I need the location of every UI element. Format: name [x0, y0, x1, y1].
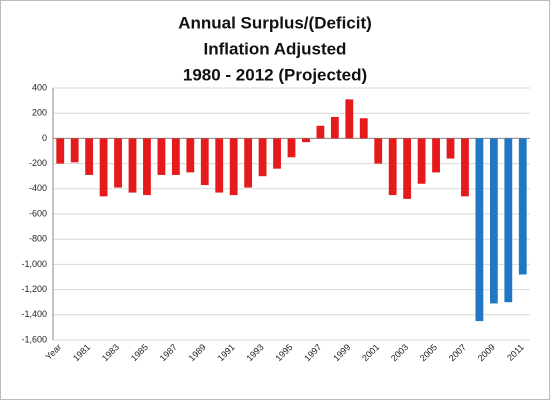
bar	[374, 138, 383, 164]
bar	[417, 138, 426, 184]
chart-title: Inflation Adjusted	[204, 39, 347, 58]
bar	[143, 138, 151, 196]
bar	[359, 118, 368, 139]
bar	[200, 138, 209, 186]
chart-title: 1980 - 2012 (Projected)	[183, 65, 367, 84]
bar	[504, 138, 513, 303]
y-tick-label: -200	[29, 158, 47, 168]
bar	[229, 138, 238, 196]
bar	[403, 138, 412, 199]
bar	[171, 138, 180, 175]
y-tick-label: 0	[42, 133, 47, 143]
bar	[114, 138, 122, 188]
bar	[56, 138, 65, 164]
bar	[489, 138, 498, 304]
bar	[85, 138, 94, 175]
bar	[302, 138, 310, 143]
y-tick-label: -1,000	[21, 259, 47, 269]
bar	[258, 138, 267, 177]
bar	[273, 138, 281, 169]
y-tick-label: 400	[32, 82, 47, 92]
bar	[475, 138, 484, 322]
bar	[186, 138, 195, 173]
bar	[330, 116, 339, 139]
y-tick-label: 200	[32, 108, 47, 118]
y-tick-label: -1,200	[21, 284, 47, 294]
bar	[287, 138, 296, 158]
bar	[316, 125, 325, 139]
bar	[518, 138, 527, 275]
y-tick-label: -1,400	[21, 309, 47, 319]
y-tick-label: -1,600	[21, 334, 47, 344]
chart-title: Annual Surplus/(Deficit)	[178, 13, 372, 32]
bar	[432, 138, 440, 173]
bar	[244, 138, 253, 188]
bar	[446, 138, 455, 159]
bar	[128, 138, 137, 193]
bar	[99, 138, 108, 197]
bar	[388, 138, 397, 196]
bar	[345, 99, 354, 139]
bar	[461, 138, 469, 197]
y-tick-label: -400	[29, 183, 47, 193]
bar	[215, 138, 224, 193]
bar	[157, 138, 166, 175]
y-tick-label: -600	[29, 208, 47, 218]
y-tick-label: -800	[29, 234, 47, 244]
bar	[70, 138, 79, 163]
